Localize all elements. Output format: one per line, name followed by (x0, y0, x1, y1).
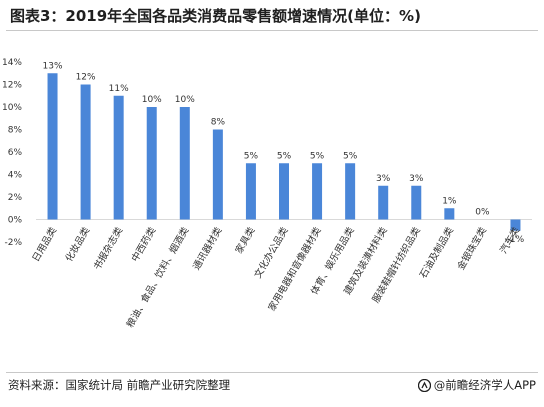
top-divider (6, 30, 538, 31)
y-tick-label: 10% (2, 103, 22, 113)
bar (245, 163, 256, 220)
bar-value-label: 0% (475, 208, 490, 218)
bar-value-label: 10% (142, 95, 162, 105)
bar (113, 95, 124, 220)
category-label: 中西药类 (129, 225, 159, 264)
y-tick-label: 14% (2, 58, 22, 68)
bar-value-label: 8% (211, 118, 226, 128)
bars-group (47, 73, 521, 231)
category-label: 家具类 (233, 225, 258, 256)
category-label: 石油及制品类 (417, 225, 456, 281)
bar-chart: -2% 0% 2% 4% 6% 8% 10% 12% 14% 13% 12% 11% 10% 10% 8%… (2, 58, 532, 330)
bar-value-label: 5% (343, 151, 358, 161)
y-tick-label: 12% (2, 81, 22, 91)
brand-text: @前瞻经济学人APP (433, 378, 536, 392)
bar-value-label: 5% (277, 151, 292, 161)
bar (179, 107, 190, 220)
y-axis: -2% 0% 2% 4% 6% 8% 10% 12% 14% (2, 58, 22, 248)
y-tick-label: -2% (4, 238, 22, 248)
brand-credit: @前瞻经济学人APP (417, 376, 536, 394)
bar-value-label: 11% (109, 84, 129, 94)
source-note: 资料来源：国家统计局 前瞻产业研究院整理 (8, 378, 231, 392)
category-label: 金银珠宝类 (455, 225, 489, 273)
bar (212, 129, 223, 220)
bar-value-label: -1% (507, 235, 525, 245)
y-tick-label: 4% (8, 171, 23, 181)
chart-title: 图表3：2019年全国各品类消费品零售额增速情况(单位：%) (10, 7, 421, 25)
bar (279, 163, 289, 220)
bar-value-label: 10% (175, 95, 195, 105)
bar-value-label: 13% (43, 61, 63, 71)
y-tick-label: 8% (8, 126, 23, 136)
category-label: 粮油、食品、饮料、烟酒类 (124, 225, 192, 330)
category-label: 通讯器材类 (190, 225, 224, 273)
bar (80, 84, 91, 220)
bar (47, 73, 58, 220)
bar-value-label: 3% (376, 174, 391, 184)
bar (444, 208, 455, 220)
value-labels-group: 13% 12% 11% 10% 10% 8% 5% 5% 5% 5% 3% 3% 1% 0% -1% (43, 61, 525, 245)
category-label: 日用品类 (30, 225, 60, 264)
bar (146, 107, 157, 220)
bar-value-label: 5% (310, 151, 325, 161)
y-tick-label: 2% (8, 193, 23, 203)
bar (345, 163, 356, 220)
bar (510, 219, 521, 231)
y-tick-label: 6% (8, 148, 23, 158)
bar (312, 163, 323, 220)
category-label: 化妆品类 (63, 225, 93, 264)
bar-value-label: 1% (442, 196, 457, 206)
y-tick-label: 0% (8, 216, 23, 226)
qianzhan-logo-icon (417, 378, 431, 392)
bar (378, 185, 389, 220)
bar (411, 185, 422, 220)
bottom-divider (6, 372, 538, 373)
bar-value-label: 3% (409, 174, 424, 184)
bar-value-label: 5% (244, 151, 259, 161)
bar-value-label: 12% (76, 73, 96, 83)
category-label: 文化办公品类 (252, 225, 291, 281)
category-label: 书报杂志类 (91, 225, 125, 273)
